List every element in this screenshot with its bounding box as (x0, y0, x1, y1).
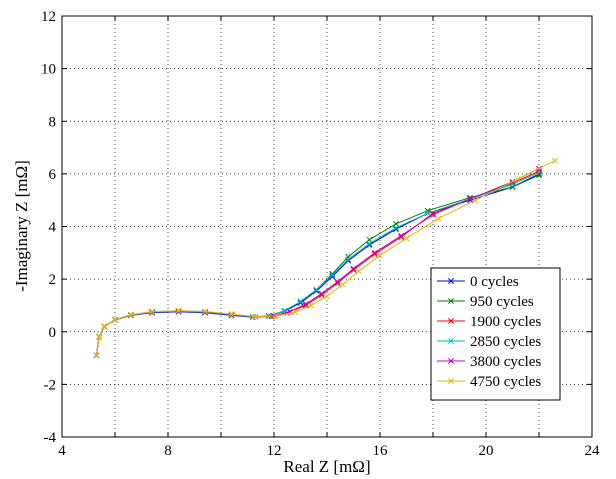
data-point (308, 302, 315, 309)
data-point (318, 290, 325, 297)
data-point (93, 352, 100, 359)
data-point (324, 293, 330, 300)
data-point (392, 224, 399, 231)
data-point (371, 249, 378, 256)
data-point (149, 308, 156, 315)
data-point (350, 266, 357, 273)
data-point (398, 234, 405, 240)
data-point (424, 210, 431, 217)
data-point (112, 316, 118, 323)
legend-label: 0 cycles (470, 274, 519, 290)
legend-item: 950 cycles (437, 294, 534, 310)
legend-label: 950 cycles (470, 294, 534, 310)
data-point (318, 291, 325, 298)
x-tick-label: 4 (58, 443, 66, 459)
data-point (273, 313, 280, 319)
y-tick-label: -4 (44, 430, 57, 446)
legend-item: 4750 cycles (437, 374, 541, 390)
data-point (101, 323, 108, 330)
legend-marker (448, 278, 454, 284)
data-point (252, 313, 259, 320)
data-point (355, 268, 362, 275)
data-point (302, 301, 309, 308)
legend-item: 0 cycles (437, 274, 519, 290)
x-tick-label: 24 (585, 443, 601, 459)
data-point (329, 270, 336, 277)
legend-item: 1900 cycles (437, 314, 541, 330)
x-tick-label: 12 (267, 443, 282, 459)
data-point (472, 197, 479, 204)
series-layer (93, 157, 558, 359)
y-axis-label: -Imaginary Z [mΩ] (12, 160, 31, 292)
legend-label: 4750 cycles (470, 374, 541, 390)
data-point (366, 240, 373, 247)
y-tick-label: 4 (49, 220, 57, 236)
data-point (313, 286, 320, 293)
data-point (292, 309, 299, 315)
legend-marker (448, 338, 454, 344)
x-tick-label: 16 (373, 443, 389, 459)
data-point (329, 272, 336, 279)
data-point (345, 256, 352, 263)
data-point (435, 215, 442, 222)
x-tick-labels: 4 8 12 16 20 24 (58, 443, 600, 459)
grid-lines (62, 16, 592, 437)
y-tick-label: 10 (41, 62, 56, 78)
y-tick-labels: -4 -2 0 2 4 6 8 10 12 (41, 9, 57, 446)
y-tick-label: 2 (49, 272, 57, 288)
y-tick-label: 6 (49, 167, 57, 183)
data-point (430, 211, 436, 218)
data-point (96, 334, 103, 340)
x-axis-label: Real Z [mΩ] (283, 457, 370, 476)
y-tick-label: 8 (49, 114, 57, 130)
data-point (334, 280, 341, 287)
legend-label: 2850 cycles (470, 334, 541, 350)
data-point (313, 288, 320, 294)
data-point (202, 308, 209, 315)
data-point (228, 311, 235, 318)
x-tick-label: 20 (479, 443, 494, 459)
axis-ticks (61, 15, 593, 438)
data-point (329, 273, 336, 280)
data-point (339, 281, 346, 288)
series-5 (93, 157, 558, 359)
data-point (366, 241, 373, 248)
legend: 0 cycles 950 cycles 1900 cycles 2850 cycles… (430, 267, 561, 401)
series-line (95, 160, 556, 356)
data-point (377, 252, 383, 259)
legend-marker (448, 318, 454, 324)
y-tick-label: 12 (41, 9, 56, 25)
data-point (514, 176, 521, 183)
legend-item: 2850 cycles (437, 334, 541, 350)
data-point (371, 251, 378, 258)
legend-label: 3800 cycles (470, 354, 541, 370)
y-tick-label: 0 (49, 325, 57, 341)
data-point (297, 299, 304, 306)
data-point (334, 278, 341, 285)
legend-marker (448, 378, 454, 384)
legend-marker (448, 298, 454, 304)
data-point (403, 235, 410, 242)
legend-item: 3800 cycles (437, 354, 541, 370)
legend-marker (448, 358, 454, 364)
data-point (467, 195, 474, 202)
data-point (398, 232, 405, 239)
y-tick-label: -2 (44, 377, 57, 393)
legend-label: 1900 cycles (470, 314, 541, 330)
data-point (127, 311, 134, 318)
legend-box (430, 267, 561, 401)
data-point (350, 265, 357, 272)
data-point (175, 307, 182, 314)
data-point (551, 157, 558, 164)
data-point (297, 298, 304, 305)
x-tick-label: 8 (164, 443, 172, 459)
